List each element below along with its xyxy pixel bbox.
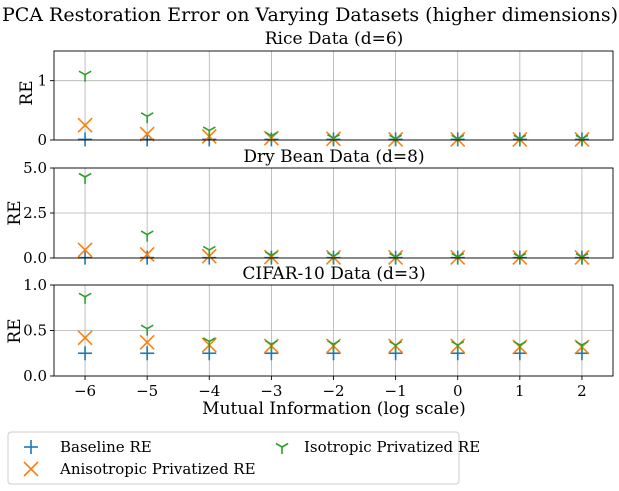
y-axis-label-rice: RE — [17, 80, 37, 105]
legend-label-baseline: Baseline RE — [60, 438, 152, 456]
x-tick-label: 1 — [515, 382, 525, 400]
legend-marker-anisotropic — [23, 461, 39, 477]
x-tick-label: −5 — [136, 382, 158, 400]
point-isotropic — [78, 172, 92, 184]
x-tick-label: −3 — [260, 382, 282, 400]
y-tick-label: 0.5 — [23, 322, 47, 340]
point-isotropic — [78, 70, 92, 82]
point-baseline — [140, 346, 155, 361]
x-tick-label: −6 — [74, 382, 96, 400]
point-anisotropic — [77, 330, 93, 346]
legend-marker-baseline-glyph — [24, 440, 38, 454]
point-isotropic — [140, 324, 154, 336]
point-isotropic — [202, 245, 216, 257]
x-tick-label: 0 — [453, 382, 463, 400]
point-isotropic — [327, 339, 340, 352]
point-isotropic — [202, 337, 216, 349]
plot-frame — [53, 284, 614, 377]
point-isotropic — [389, 340, 403, 353]
x-tick-label: −4 — [198, 382, 220, 400]
y-tick-label: 0 — [37, 131, 47, 149]
point-anisotropic — [139, 334, 155, 350]
y-tick-label: 1.0 — [23, 276, 47, 294]
y-tick-label: 0.0 — [23, 249, 47, 267]
point-isotropic — [264, 339, 278, 352]
legend-marker-anisotropic-glyph — [23, 461, 39, 477]
point-isotropic — [327, 252, 340, 264]
point-isotropic — [575, 340, 589, 353]
point-isotropic — [451, 340, 465, 353]
figure-title: PCA Restoration Error on Varying Dataset… — [2, 4, 618, 26]
y-axis-label-drybean: RE — [5, 200, 25, 225]
legend-marker-isotropic — [275, 442, 289, 454]
point-anisotropic — [139, 246, 155, 262]
plot-frame — [53, 50, 614, 141]
point-isotropic — [78, 292, 92, 304]
point-isotropic — [513, 340, 527, 353]
point-anisotropic — [77, 117, 93, 133]
x-tick-label: −1 — [385, 382, 407, 400]
x-tick-label: 2 — [577, 382, 587, 400]
point-anisotropic — [139, 126, 155, 142]
point-baseline — [202, 346, 217, 361]
point-isotropic — [327, 134, 340, 146]
legend: Baseline RE Anisotropic Privatized RE Is… — [7, 431, 480, 485]
y-tick-label: 1 — [37, 72, 47, 90]
panel-rice: 01 — [37, 50, 614, 149]
y-tick-label: 0.0 — [23, 367, 47, 385]
x-axis-label: Mutual Information (log scale) — [202, 399, 466, 419]
x-tick-label: −2 — [322, 382, 344, 400]
point-baseline — [78, 132, 93, 147]
panel-title-cifar: CIFAR-10 Data (d=3) — [242, 264, 425, 284]
legend-label-isotropic: Isotropic Privatized RE — [304, 438, 480, 456]
panel-title-drybean: Dry Bean Data (d=8) — [243, 147, 424, 167]
legend-label-anisotropic: Anisotropic Privatized RE — [59, 460, 256, 478]
legend-frame — [7, 431, 460, 485]
legend-marker-isotropic-glyph — [275, 442, 289, 454]
panel-drybean: 0.0 2.5 5.0 — [23, 159, 614, 267]
y-axis-label-cifar: RE — [5, 318, 25, 343]
point-isotropic — [264, 251, 278, 263]
point-baseline — [78, 346, 93, 361]
plot-frame — [53, 167, 614, 259]
panel-title-rice: Rice Data (d=6) — [265, 29, 404, 49]
point-isotropic — [202, 126, 216, 138]
point-anisotropic — [77, 242, 93, 258]
point-isotropic — [140, 112, 154, 124]
y-tick-label: 2.5 — [23, 204, 47, 222]
point-isotropic — [264, 131, 278, 143]
panel-cifar: 0.0 0.5 1.0 −6 −5 −4 −3 −2 −1 0 1 2 — [23, 276, 614, 400]
y-tick-label: 5.0 — [23, 159, 47, 177]
legend-marker-baseline — [24, 440, 38, 454]
point-isotropic — [140, 230, 154, 242]
